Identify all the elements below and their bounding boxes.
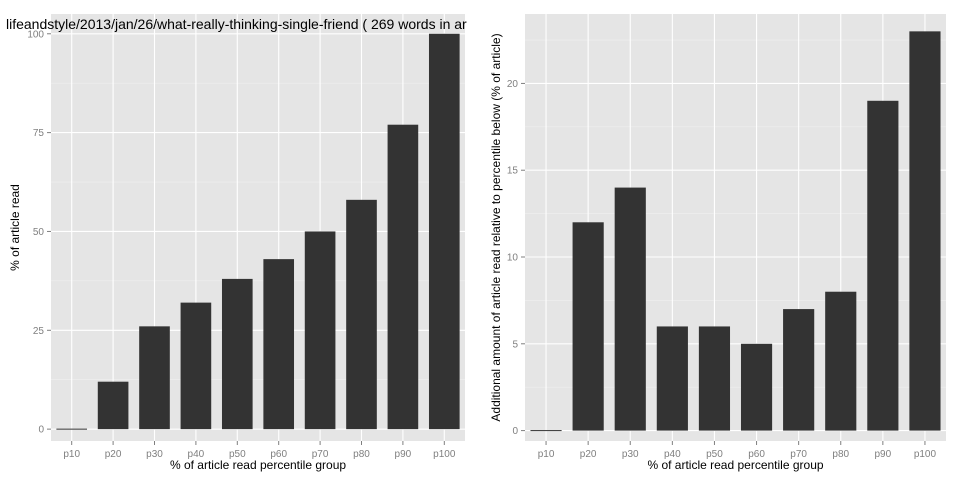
left-x-tick-label-p70: p70 bbox=[312, 449, 329, 460]
left-x-tick-label-p30: p30 bbox=[146, 449, 163, 460]
right-bar-p90 bbox=[867, 100, 899, 431]
right-bar-p70 bbox=[783, 309, 815, 431]
left-bar-p50 bbox=[221, 278, 253, 430]
right-x-tick-label-p80: p80 bbox=[832, 449, 849, 460]
right-x-tick-label-p10: p10 bbox=[538, 449, 555, 460]
left-bar-p20 bbox=[97, 381, 129, 430]
left-y-tick-label: 75 bbox=[33, 128, 45, 139]
left-bar-p60 bbox=[263, 259, 295, 430]
right-x-axis-title: % of article read percentile group bbox=[647, 458, 823, 472]
right-x-tick-label-p20: p20 bbox=[580, 449, 597, 460]
right-y-tick-label: 5 bbox=[512, 339, 518, 350]
chart-left-title: lifeandstyle/2013/jan/26/what-really-thi… bbox=[6, 16, 467, 32]
left-y-tick-label: 50 bbox=[33, 227, 45, 238]
left-bar-p10 bbox=[56, 428, 88, 430]
chart-right: 0 5 10 15 20 p10 p20 p30 p40 p50 p60 p70 p80 p90 p100%… bbox=[489, 14, 946, 472]
right-y-tick-label: 0 bbox=[512, 426, 518, 437]
left-bar-p70 bbox=[304, 231, 336, 430]
right-x-tick-label-p30: p30 bbox=[622, 449, 639, 460]
right-y-tick-label: 15 bbox=[507, 166, 519, 177]
right-bar-p10 bbox=[530, 430, 562, 432]
left-y-axis-title: % of article read bbox=[8, 184, 22, 271]
right-x-tick-label-p60: p60 bbox=[748, 449, 765, 460]
right-x-tick-label-p100: p100 bbox=[914, 449, 937, 460]
left-bar-p40 bbox=[180, 302, 212, 430]
left-y-tick-label: 0 bbox=[38, 425, 44, 436]
right-x-tick-label-p90: p90 bbox=[875, 449, 892, 460]
chart-left: 0 25 50 75 100 p10 p20 p30 p40 p50 p60 p70 p80 p90 p10… bbox=[6, 14, 467, 472]
left-x-tick-label-p60: p60 bbox=[270, 449, 287, 460]
left-x-tick-label-p40: p40 bbox=[188, 449, 205, 460]
left-x-tick-label-p100: p100 bbox=[433, 449, 456, 460]
right-bar-p80 bbox=[825, 291, 857, 431]
right-bar-p50 bbox=[698, 326, 731, 431]
left-bar-p90 bbox=[387, 124, 419, 430]
left-bar-p30 bbox=[139, 326, 170, 430]
left-y-tick-label: 25 bbox=[33, 326, 45, 337]
right-bar-p100 bbox=[909, 31, 941, 431]
right-bar-p60 bbox=[740, 343, 773, 431]
right-y-tick-label: 20 bbox=[507, 79, 519, 90]
left-y-tick-label: 100 bbox=[27, 29, 44, 40]
left-bar-p80 bbox=[346, 199, 377, 430]
left-x-tick-label-p50: p50 bbox=[229, 449, 246, 460]
left-bar-p100 bbox=[428, 33, 460, 430]
left-x-tick-label-p80: p80 bbox=[353, 449, 370, 460]
right-x-tick-label-p40: p40 bbox=[664, 449, 681, 460]
left-x-tick-label-p90: p90 bbox=[395, 449, 412, 460]
right-bar-p30 bbox=[614, 187, 646, 431]
right-x-tick-label-p70: p70 bbox=[790, 449, 807, 460]
right-bar-p40 bbox=[656, 326, 688, 431]
right-y-tick-label: 10 bbox=[507, 253, 519, 264]
left-x-tick-label-p20: p20 bbox=[105, 449, 122, 460]
right-x-tick-label-p50: p50 bbox=[706, 449, 723, 460]
right-y-axis-title: Additional amount of article read relati… bbox=[489, 33, 503, 421]
left-x-axis-title: % of article read percentile group bbox=[170, 458, 346, 472]
left-x-tick-label-p10: p10 bbox=[63, 449, 80, 460]
right-bar-p20 bbox=[572, 222, 604, 431]
